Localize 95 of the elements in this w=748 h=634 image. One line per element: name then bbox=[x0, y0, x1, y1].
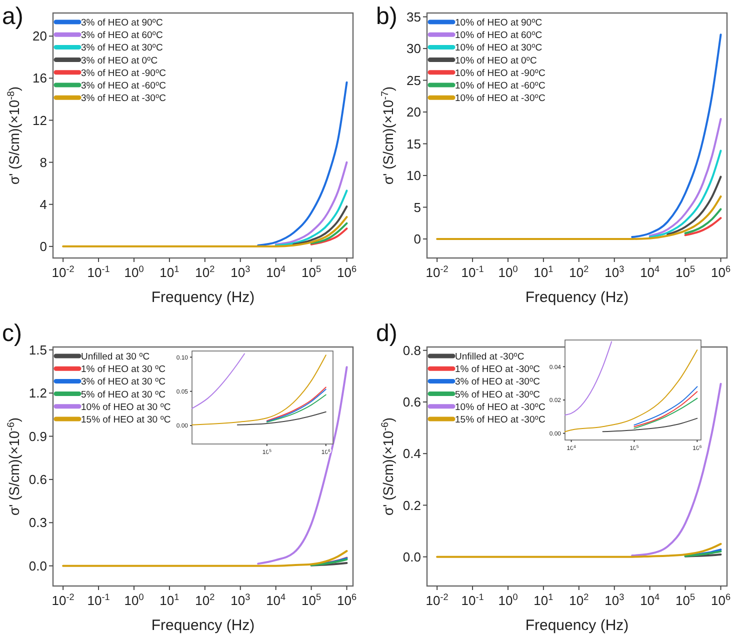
legend-label: 10% of HEO at 90$^{o}$C bbox=[455, 17, 542, 28]
y-tick-label: 0.3 bbox=[28, 515, 47, 530]
x-tick-label: 10$^{1}$ bbox=[160, 592, 180, 608]
x-tick-label: 10$^{3}$ bbox=[604, 592, 624, 608]
legend-label: Unfilled at -30$^{o}$C bbox=[455, 351, 524, 362]
y-tick-label: 0.9 bbox=[28, 428, 47, 444]
x-tick-label: 10$^{4}$ bbox=[266, 264, 286, 280]
y-tick-label: 8 bbox=[40, 154, 47, 170]
x-axis-title: Frequency (Hz) bbox=[525, 289, 629, 306]
y-tick-label: 16 bbox=[32, 70, 47, 86]
x-axis-title: Frequency (Hz) bbox=[525, 617, 629, 634]
legend-label: 3% of HEO at 30$^{o}$C bbox=[81, 42, 163, 54]
x-tick-label: 10$^{-1}$ bbox=[461, 264, 484, 280]
x-tick-label: 10$^{-1}$ bbox=[461, 592, 484, 608]
x-tick-label: 10$^{6}$ bbox=[710, 592, 731, 608]
y-tick-label: 12 bbox=[32, 112, 47, 128]
y-tick-label: 0.4 bbox=[402, 446, 421, 462]
y-tick-label: 10 bbox=[406, 168, 421, 184]
legend-label: 3% of HEO at -30$^{o}$C bbox=[81, 92, 166, 104]
x-tick-label: 10$^{5}$ bbox=[302, 592, 322, 608]
x-tick-label: 10$^{6}$ bbox=[710, 264, 731, 280]
legend-label: 10% of HEO at 0$^{o}$C bbox=[455, 54, 537, 66]
x-tick-label: 10$^{2}$ bbox=[195, 264, 215, 280]
y-tick-label: 25 bbox=[406, 72, 421, 88]
chart-title: d) bbox=[376, 320, 398, 347]
chart-title: c) bbox=[2, 320, 22, 347]
x-tick-label: 10$^{3}$ bbox=[604, 264, 624, 280]
x-tick-label: 10$^{0}$ bbox=[498, 592, 518, 608]
legend-label: 3% of HEO at -60$^{o}$C bbox=[81, 80, 166, 92]
chart-title: b) bbox=[376, 3, 398, 30]
y-tick-label: 5 bbox=[414, 200, 421, 215]
y-tick-label: 0.8 bbox=[402, 342, 421, 358]
y-tick-label: 0.6 bbox=[402, 394, 421, 410]
y-tick-label: 30 bbox=[406, 41, 421, 56]
legend-label: 3% of HEO at 90$^{o}$C bbox=[81, 17, 163, 28]
x-tick-label: 10$^{0}$ bbox=[124, 264, 144, 280]
x-tick-label: 10$^{4}$ bbox=[640, 592, 660, 608]
x-tick-label: 10$^{6}$ bbox=[336, 592, 357, 608]
legend-label: 10% of HEO at -90$^{o}$C bbox=[455, 67, 546, 79]
x-tick-label: 10$^{2}$ bbox=[569, 592, 589, 608]
x-tick-label: 10$^{5}$ bbox=[676, 592, 696, 608]
legend-label: 10% of HEO at 60$^{o}$C bbox=[455, 30, 542, 42]
legend-label: 10% of HEO at 30$^{o}$C bbox=[455, 42, 542, 54]
legend-label: 10% of HEO at -30$^{o}$C bbox=[455, 401, 546, 413]
legend-label: 3% of HEO at 60$^{o}$C bbox=[81, 30, 163, 42]
x-tick-label: 10$^{0}$ bbox=[498, 264, 518, 280]
y-tick-label: 15 bbox=[406, 136, 421, 152]
x-tick-label: 10$^{0}$ bbox=[124, 592, 144, 608]
chart-title: a) bbox=[2, 3, 24, 30]
legend-label: 5% of HEO at 30 $^{o}$C bbox=[81, 388, 166, 400]
x-tick-label: 10$^{-2}$ bbox=[426, 592, 448, 608]
y-tick-label: 20 bbox=[32, 28, 47, 44]
y-tick-label: 4 bbox=[40, 196, 47, 212]
legend-label: 3% of HEO at -30$^{o}$C bbox=[455, 376, 540, 388]
x-tick-label: 10$^{-2}$ bbox=[426, 264, 448, 280]
x-tick-label: 10$^{6}$ bbox=[336, 264, 357, 280]
x-tick-label: 10$^{4}$ bbox=[640, 264, 660, 280]
legend-label: 10% of HEO at -30$^{o}$C bbox=[455, 92, 546, 104]
x-tick-label: 10$^{-2}$ bbox=[52, 592, 74, 608]
x-tick-label: 10$^{5}$ bbox=[302, 264, 322, 280]
y-tick-label: 0 bbox=[40, 238, 47, 254]
legend-label: 3% of HEO at 30 $^{o}$C bbox=[81, 376, 166, 388]
legend-label: 15% of HEO at 30 $^{o}$C bbox=[81, 414, 171, 426]
x-axis-title: Frequency (Hz) bbox=[151, 617, 255, 634]
legend-label: 3% of HEO at -90$^{o}$C bbox=[81, 67, 166, 79]
y-tick-label: 0.0 bbox=[402, 549, 421, 564]
y-tick-label: 0 bbox=[414, 232, 421, 247]
legend-label: 1% of HEO at 30 $^{o}$C bbox=[81, 364, 166, 376]
legend-label: 5% of HEO at -30$^{o}$C bbox=[455, 388, 540, 400]
x-tick-label: 10$^{-1}$ bbox=[87, 264, 110, 280]
legend-label: 10% of HEO at 30 $^{o}$C bbox=[81, 401, 171, 413]
legend-label: 15% of HEO at -30$^{o}$C bbox=[455, 414, 546, 426]
y-tick-label: 20 bbox=[406, 104, 421, 120]
y-tick-label: 0.2 bbox=[402, 498, 421, 513]
x-tick-label: 10$^{5}$ bbox=[676, 264, 696, 280]
y-tick-label: 1.2 bbox=[28, 386, 47, 401]
x-tick-label: 10$^{3}$ bbox=[230, 264, 250, 280]
y-tick-label: 1.5 bbox=[28, 342, 47, 358]
y-tick-label: 0.0 bbox=[28, 558, 47, 574]
x-tick-label: 10$^{1}$ bbox=[160, 264, 180, 280]
y-tick-label: 0.6 bbox=[28, 472, 47, 488]
x-tick-label: 10$^{1}$ bbox=[534, 264, 554, 280]
x-tick-label: 10$^{2}$ bbox=[569, 264, 589, 280]
legend-label: Unfilled at 30 $^{o}$C bbox=[81, 351, 150, 362]
x-tick-label: 10$^{1}$ bbox=[534, 592, 554, 608]
x-tick-label: 10$^{2}$ bbox=[195, 592, 215, 608]
x-tick-label: 10$^{-2}$ bbox=[52, 264, 74, 280]
legend-label: 10% of HEO at -60$^{o}$C bbox=[455, 80, 546, 92]
x-axis-title: Frequency (Hz) bbox=[151, 289, 255, 306]
x-tick-label: 10$^{-1}$ bbox=[87, 592, 110, 608]
x-tick-label: 10$^{4}$ bbox=[266, 592, 286, 608]
x-tick-label: 10$^{3}$ bbox=[230, 592, 250, 608]
legend-label: 1% of HEO at -30$^{o}$C bbox=[455, 364, 540, 376]
legend-label: 3% of HEO at 0$^{o}$C bbox=[81, 54, 158, 66]
y-tick-label: 35 bbox=[406, 9, 421, 24]
